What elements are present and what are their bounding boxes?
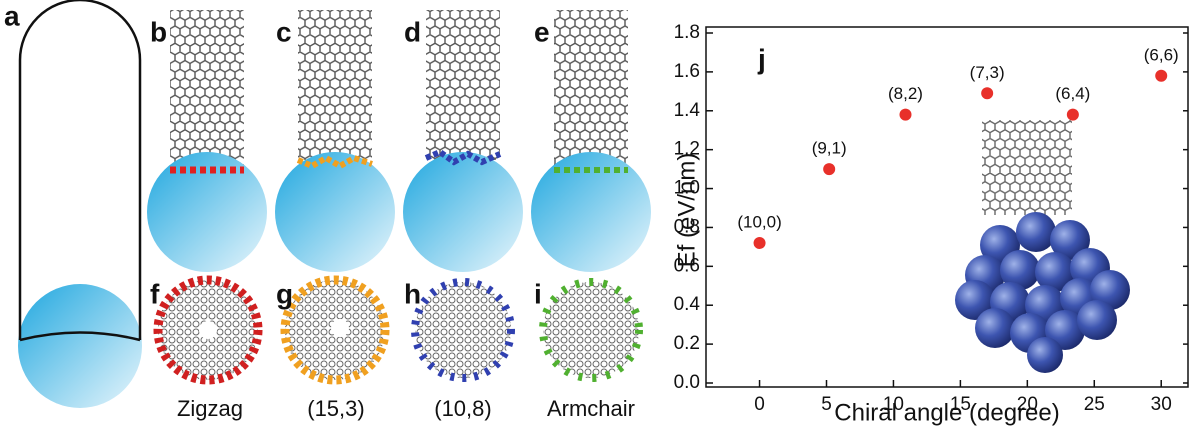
panel-label: h <box>404 278 421 309</box>
panel-label: e <box>534 16 550 47</box>
panels-f-i <box>153 275 643 385</box>
capsule <box>18 0 142 340</box>
y-tick-label: 1.2 <box>674 139 700 160</box>
x-tick-label: 5 <box>821 394 832 415</box>
point-label: (7,3) <box>970 63 1005 82</box>
y-tick-label: 0.0 <box>674 372 700 393</box>
tube-b <box>147 10 267 272</box>
ring-i <box>539 278 643 382</box>
x-axis-label: Chiral angle (degree) <box>834 399 1059 426</box>
panel-label: a <box>4 0 20 31</box>
caption: Zigzag <box>177 396 243 421</box>
panel-label: b <box>150 16 167 47</box>
point-label: (6,6) <box>1144 45 1179 64</box>
x-tick-label: 20 <box>1017 394 1038 415</box>
chart-title: j <box>757 43 766 74</box>
point-label: (6,4) <box>1055 84 1090 103</box>
y-tick-label: 1.6 <box>674 61 700 82</box>
chart: 0.0 0.2 0.4 0.6 0.8 1.0 1.2 1.4 1.6 1.8 0 5 10 15 20 25… <box>673 22 1189 426</box>
data-point <box>753 237 766 249</box>
y-tick-label: 1.8 <box>674 22 700 43</box>
tube-c <box>275 10 395 272</box>
x-tick-label: 30 <box>1151 394 1172 415</box>
x-tick-label: 15 <box>950 394 971 415</box>
catalyst-particle <box>18 284 142 408</box>
panel-label: g <box>276 278 293 309</box>
panel-label: f <box>150 278 160 309</box>
plot-frame <box>705 26 1189 388</box>
point-label: (8,2) <box>888 84 923 103</box>
y-tick-label: 0.8 <box>674 216 700 237</box>
point-label: (9,1) <box>812 139 847 158</box>
ring-h <box>411 278 515 382</box>
ring-f <box>153 275 263 385</box>
y-tick-label: 1.4 <box>674 100 701 121</box>
y-axis-label: Ef (eV/nm) <box>673 153 700 268</box>
data-point <box>899 108 912 121</box>
tube-e <box>531 10 651 272</box>
data-point <box>823 163 836 176</box>
data-point <box>1066 108 1079 121</box>
data-point <box>981 87 994 100</box>
y-tick-label: 0.4 <box>674 294 701 315</box>
panel-label: d <box>404 16 421 47</box>
tube-d <box>403 10 523 272</box>
capsule-edge <box>19 331 141 342</box>
x-tick-label: 10 <box>883 394 904 415</box>
caption: Armchair <box>547 396 635 421</box>
x-tick-label: 25 <box>1084 394 1105 415</box>
y-tick-label: 1.0 <box>674 178 700 199</box>
panels-b-e <box>147 10 651 272</box>
y-tick-label: 0.6 <box>674 255 700 276</box>
point-label: (10,0) <box>737 212 781 231</box>
caption: (10,8) <box>434 396 491 421</box>
panel-label: i <box>534 278 542 309</box>
x-tick-label: 0 <box>754 394 765 415</box>
inset-illustration <box>955 120 1130 373</box>
panel-a <box>18 0 142 408</box>
ring-g <box>280 275 390 385</box>
caption: (15,3) <box>307 396 364 421</box>
panel-label: c <box>276 16 292 47</box>
y-tick-label: 0.2 <box>674 333 700 354</box>
data-point <box>1155 69 1168 82</box>
